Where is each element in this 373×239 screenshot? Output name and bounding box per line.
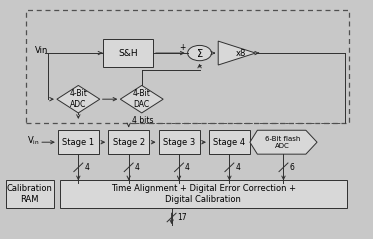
Text: 4: 4 bbox=[84, 163, 89, 172]
Text: 4: 4 bbox=[135, 163, 140, 172]
Text: 4-Bit
ADC: 4-Bit ADC bbox=[69, 89, 87, 109]
Circle shape bbox=[188, 45, 211, 61]
Text: V$_{\mathregular{in}}$: V$_{\mathregular{in}}$ bbox=[26, 135, 39, 147]
Text: 6-Bit flash
ADC: 6-Bit flash ADC bbox=[264, 136, 300, 149]
Text: Time Alignment + Digital Error Correction +
Digital Calibration: Time Alignment + Digital Error Correctio… bbox=[111, 185, 296, 204]
Text: 4-Bit
DAC: 4-Bit DAC bbox=[133, 89, 151, 109]
Text: $\Sigma$: $\Sigma$ bbox=[196, 47, 203, 59]
Bar bbox=[6, 180, 54, 208]
Bar bbox=[58, 130, 99, 154]
Text: +: + bbox=[179, 43, 186, 52]
Text: 4: 4 bbox=[185, 163, 190, 172]
Text: x8: x8 bbox=[235, 49, 246, 58]
Bar bbox=[60, 180, 347, 208]
Bar bbox=[108, 130, 149, 154]
Bar bbox=[159, 130, 200, 154]
Text: Stage 3: Stage 3 bbox=[163, 138, 195, 147]
Polygon shape bbox=[57, 86, 100, 113]
Bar bbox=[209, 130, 250, 154]
Text: 4 bits: 4 bits bbox=[132, 116, 154, 125]
Polygon shape bbox=[218, 41, 256, 65]
Text: Stage 1: Stage 1 bbox=[62, 138, 94, 147]
Text: 4: 4 bbox=[235, 163, 240, 172]
Text: Stage 2: Stage 2 bbox=[113, 138, 145, 147]
Text: Stage 4: Stage 4 bbox=[213, 138, 245, 147]
Text: Vin: Vin bbox=[35, 46, 49, 55]
Text: Calibration
RAM: Calibration RAM bbox=[7, 185, 53, 204]
Text: 17: 17 bbox=[178, 213, 187, 222]
Text: -: - bbox=[199, 61, 202, 71]
Text: 6: 6 bbox=[289, 163, 294, 172]
Polygon shape bbox=[250, 130, 317, 154]
Bar bbox=[26, 10, 349, 123]
Bar bbox=[103, 39, 153, 67]
Polygon shape bbox=[120, 86, 163, 113]
Text: S&H: S&H bbox=[118, 49, 138, 58]
